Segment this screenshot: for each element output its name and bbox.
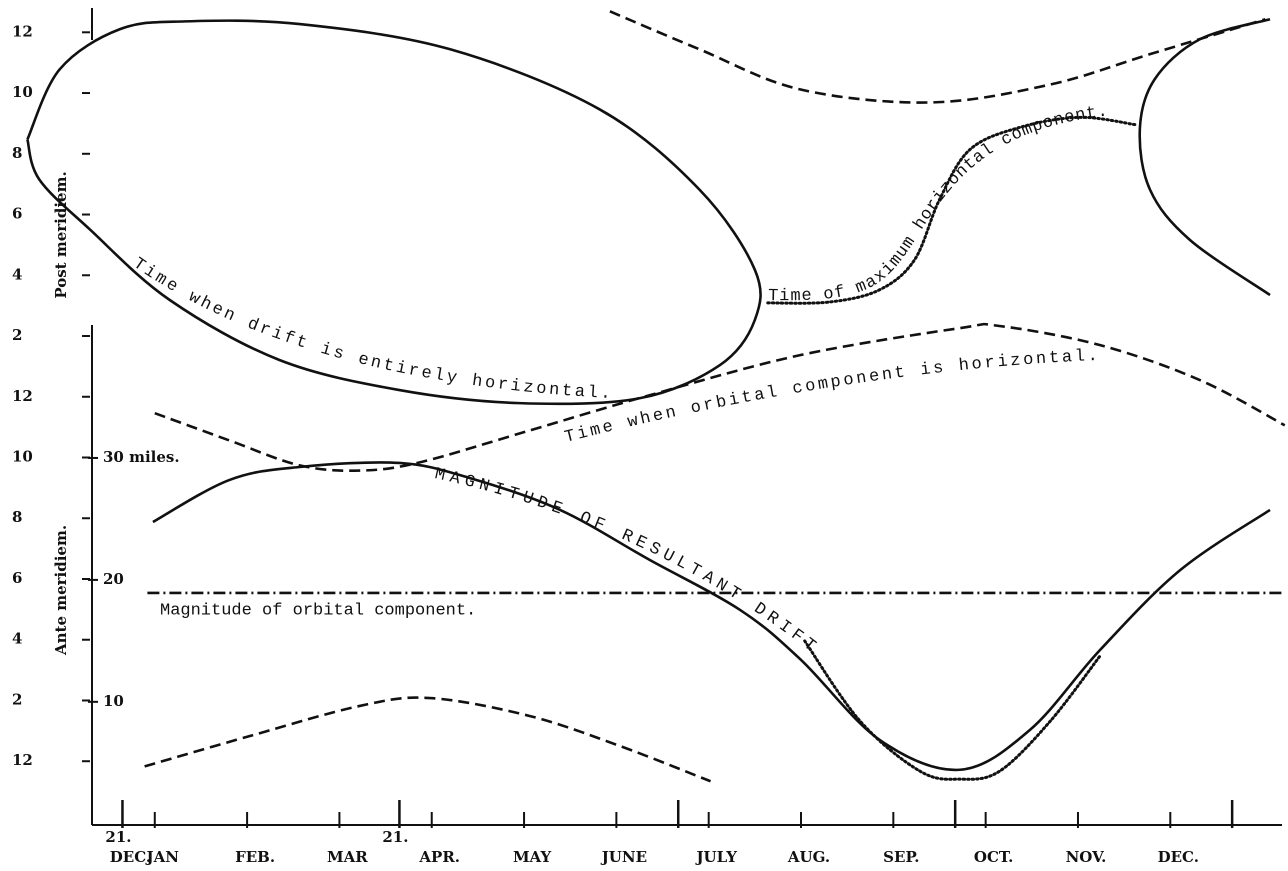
x-tick-label: DEC.: [110, 848, 151, 866]
y-axis-label: Ante meridiem.: [52, 525, 70, 656]
svg-text:MAGNITUDE OF RESULTANT DRIFT: MAGNITUDE OF RESULTANT DRIFT: [433, 466, 819, 657]
y-tick-label: 12: [12, 751, 33, 769]
y-tick-label: 8: [12, 508, 22, 526]
y2-tick-label: 10: [103, 692, 124, 710]
y-tick-label: 12: [12, 22, 33, 40]
y-tick-label: 12: [12, 387, 33, 405]
y-tick-label: 4: [12, 630, 22, 648]
x-tick-label: OCT.: [974, 848, 1013, 866]
x-tick-label: APR.: [418, 848, 460, 866]
series-line: [144, 10, 1286, 783]
x-tick-label: FEB.: [235, 848, 275, 866]
series-label: Time when drift is entirely horizontal.: [129, 255, 611, 404]
y-tick-label: 10: [12, 448, 33, 466]
x-major-tick-label: 21.: [382, 828, 408, 846]
y-tick-label: 2: [12, 326, 22, 344]
y-tick-label: 4: [12, 265, 22, 283]
x-tick-label: DEC.: [1158, 848, 1199, 866]
x-tick-label: MAR: [327, 848, 368, 866]
series-label: Magnitude of orbital component.: [160, 601, 476, 620]
x-tick-label: JAN: [145, 848, 180, 866]
y-axis-label: Post meridiem.: [52, 171, 70, 298]
y2-tick-label: 30 miles.: [103, 448, 180, 466]
x-tick-label: NOV.: [1066, 848, 1107, 866]
x-tick-label: AUG.: [787, 848, 830, 866]
y-tick-label: 2: [12, 690, 22, 708]
y-tick-label: 6: [12, 205, 22, 223]
svg-text:Time when drift is entirely ho: Time when drift is entirely horizontal.: [129, 255, 611, 404]
x-tick-label: JUNE: [600, 848, 647, 866]
series-line: [152, 461, 1271, 772]
series-line: [26, 17, 1271, 406]
x-tick-label: MAY: [513, 848, 551, 866]
y-tick-label: 6: [12, 569, 22, 587]
y-tick-label: 10: [12, 83, 33, 101]
y-tick-label: 8: [12, 144, 22, 162]
series-line: [766, 115, 1137, 781]
x-tick-label: JULY: [694, 848, 737, 866]
y2-tick-label: 20: [103, 570, 124, 588]
series-label: MAGNITUDE OF RESULTANT DRIFT: [433, 466, 819, 657]
x-major-tick-label: 21.: [105, 828, 131, 846]
x-tick-label: SEP.: [883, 848, 919, 866]
